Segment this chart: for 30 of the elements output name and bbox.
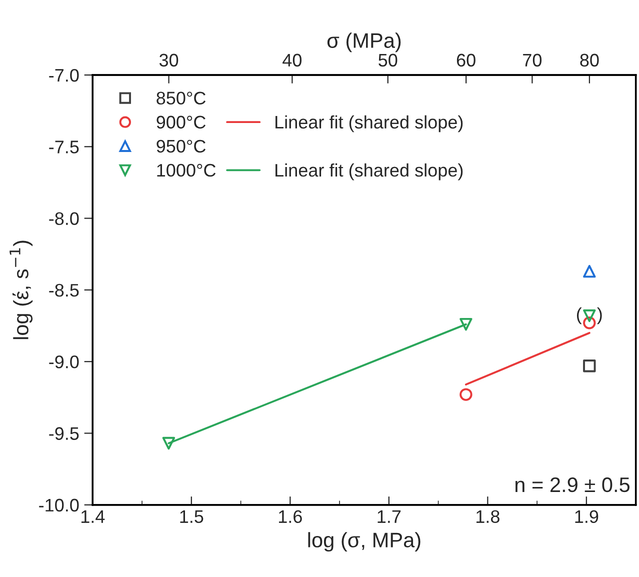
y-tick-label: -7.0 <box>49 68 79 82</box>
legend-label: 850°C <box>156 92 206 105</box>
legend-label: 1000°C <box>157 164 216 177</box>
y-tick-label: -9.0 <box>49 356 79 368</box>
x-tick-label: 1.9 <box>575 510 598 523</box>
x2-axis-title: σ (MPa) <box>327 32 401 52</box>
legend-label: Linear fit (shared slope) <box>276 115 463 132</box>
x2-tick-label: 60 <box>456 54 476 67</box>
y-tick-label: -8.5 <box>49 284 79 297</box>
annotation: ( ) <box>576 307 602 324</box>
y-tick-label: -9.5 <box>49 427 79 440</box>
y-tick-label: -7.5 <box>49 140 79 154</box>
x2-tick-label: 80 <box>580 54 599 67</box>
legend-label: Linear fit (shared slope) <box>276 163 463 180</box>
x-tick-label: 1.6 <box>278 510 302 523</box>
x-axis-title: log (σ, MPa) <box>308 532 420 552</box>
x2-tick-label: 40 <box>282 54 302 67</box>
legend-label: 950°C <box>156 140 206 153</box>
x-tick-label: 1.7 <box>378 510 401 523</box>
x2-tick-label: 30 <box>159 54 178 67</box>
x-tick-label: 1.8 <box>476 510 500 523</box>
x2-tick-label: 50 <box>378 54 398 67</box>
annotation: n = 2.9 ± 0.5 <box>516 477 630 492</box>
x2-tick-label: 70 <box>523 54 542 67</box>
y-axis-title: log (έ, s$^{−1}$) <box>10 240 33 340</box>
x-tick-label: 1.5 <box>180 510 204 523</box>
y-tick-label: -10.0 <box>39 498 79 512</box>
legend-label: 900°C <box>156 116 206 129</box>
x-tick-label: 1.4 <box>81 510 105 523</box>
y-tick-label: -8.0 <box>49 212 79 226</box>
